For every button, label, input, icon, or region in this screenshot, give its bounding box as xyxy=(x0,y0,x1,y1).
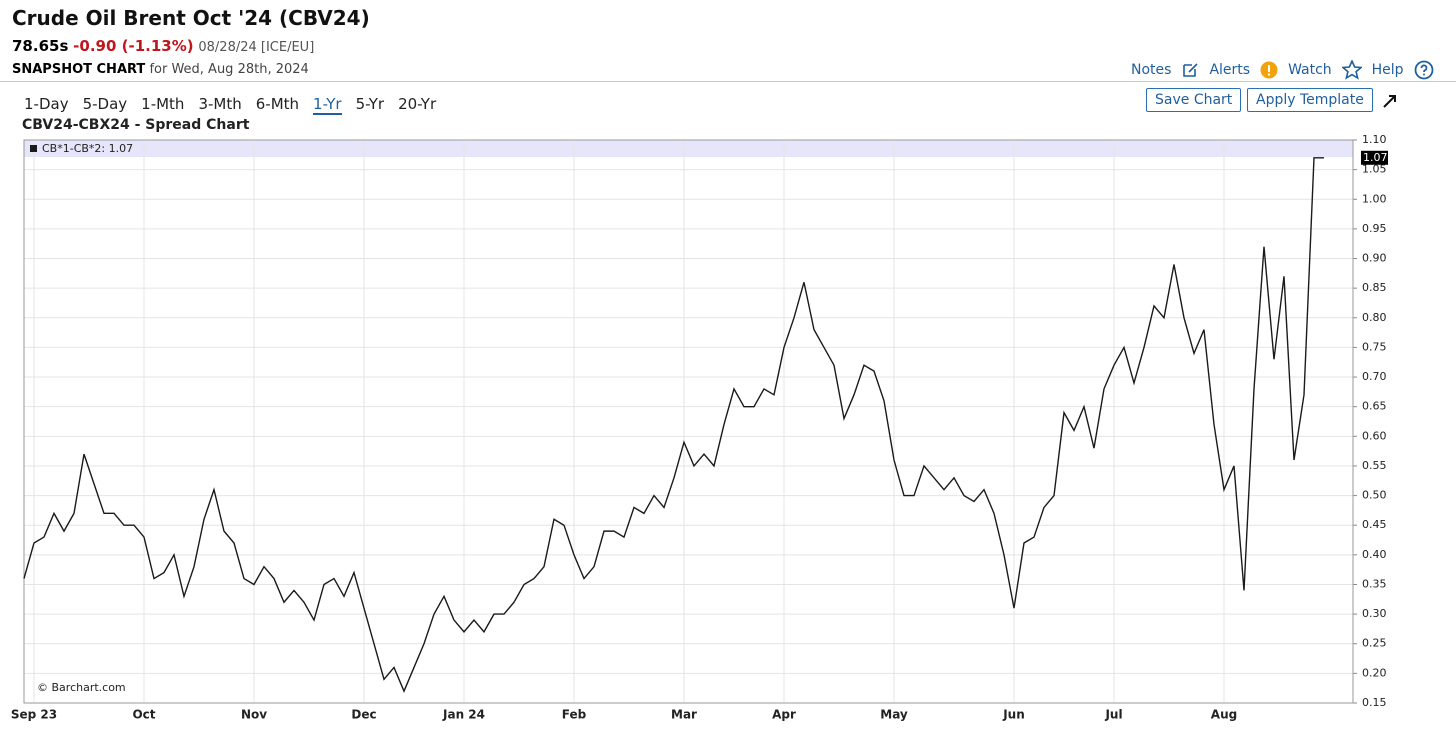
x-tick-label: Jul xyxy=(1104,708,1122,722)
chart-title: CBV24-CBX24 - Spread Chart xyxy=(22,117,250,133)
period-tab[interactable]: 20-Yr xyxy=(398,95,437,113)
alerts-icon xyxy=(1260,61,1278,79)
period-tab[interactable]: 1-Day xyxy=(24,95,69,113)
y-tick-label: 0.70 xyxy=(1362,370,1387,383)
y-tick-label: 0.15 xyxy=(1362,696,1387,709)
price: 78.65s xyxy=(12,37,69,55)
quote-line: 78.65s -0.90 (-1.13%) 08/28/24 [ICE/EU] xyxy=(12,37,314,55)
x-tick-label: Jun xyxy=(1002,708,1025,722)
legend-band xyxy=(24,140,1353,157)
x-tick-label: May xyxy=(880,708,908,722)
y-tick-label: 0.95 xyxy=(1362,222,1387,235)
title: Crude Oil Brent Oct '24 (CBV24) xyxy=(12,6,370,30)
series-line xyxy=(23,157,1324,693)
watch-link[interactable]: Watch xyxy=(1288,62,1332,78)
watch-icon xyxy=(1341,60,1362,80)
plot-frame xyxy=(23,139,1354,704)
last-value-label: 1.07 xyxy=(1363,151,1388,164)
snapshot-label: SNAPSHOT CHART xyxy=(12,62,146,77)
alerts-link[interactable]: Alerts xyxy=(1209,62,1251,78)
quote-info: 08/28/24 [ICE/EU] xyxy=(198,40,315,55)
period-tab[interactable]: 3-Mth xyxy=(198,95,242,113)
x-tick-label: Oct xyxy=(132,708,155,722)
y-tick-label: 0.40 xyxy=(1362,548,1387,561)
notes-link[interactable]: Notes xyxy=(1131,62,1172,78)
x-tick-label: Mar xyxy=(671,708,697,722)
apply-template-button[interactable]: Apply Template xyxy=(1247,88,1373,112)
divider xyxy=(0,81,1456,82)
y-tick-label: 0.80 xyxy=(1362,311,1387,324)
x-tick-label: Dec xyxy=(351,708,376,722)
y-tick-label: 0.60 xyxy=(1362,429,1387,442)
y-tick-label: 1.05 xyxy=(1362,163,1387,176)
legend-label: CB*1-CB*2: 1.07 xyxy=(42,142,133,155)
last-value-box xyxy=(1361,150,1388,165)
y-tick-label: 1.10 xyxy=(1362,133,1387,146)
y-tick-label: 0.75 xyxy=(1362,340,1387,353)
x-tick-label: Feb xyxy=(562,708,587,722)
period-tab[interactable]: 1-Yr xyxy=(313,95,342,115)
x-tick-label: Nov xyxy=(241,708,267,722)
y-tick-label: 0.65 xyxy=(1362,400,1387,413)
top-links: Notes Alerts Watch Help xyxy=(1131,60,1434,80)
period-tab[interactable]: 1-Mth xyxy=(141,95,185,113)
y-tick-label: 0.25 xyxy=(1362,637,1387,650)
y-tick-label: 0.90 xyxy=(1362,252,1387,265)
y-tick-label: 0.50 xyxy=(1362,489,1387,502)
snapshot-line: SNAPSHOT CHART for Wed, Aug 28th, 2024 xyxy=(12,62,309,77)
period-tab[interactable]: 6-Mth xyxy=(255,95,300,113)
x-tick-label: Apr xyxy=(772,708,796,722)
save-chart-button[interactable]: Save Chart xyxy=(1146,88,1242,112)
period-tab[interactable]: 5-Day xyxy=(82,95,128,113)
y-tick-label: 0.20 xyxy=(1362,666,1387,679)
period-tabs: 1-Day 5-Day 1-Mth 3-Mth 6-Mth 1-Yr 5-Yr 20-Yr xyxy=(24,94,450,115)
expand-icon[interactable] xyxy=(1382,93,1398,109)
y-tick-label: 0.55 xyxy=(1362,459,1387,472)
y-tick-label: 0.45 xyxy=(1362,518,1387,531)
y-tick-label: 0.35 xyxy=(1362,577,1387,590)
help-link[interactable]: Help xyxy=(1371,62,1404,78)
period-tab[interactable]: 5-Yr xyxy=(355,95,385,113)
legend-swatch xyxy=(30,145,37,152)
y-tick-label: 0.30 xyxy=(1362,607,1387,620)
x-tick-label: Aug xyxy=(1211,708,1237,722)
y-tick-label: 1.00 xyxy=(1362,192,1387,205)
change: -0.90 (-1.13%) xyxy=(73,37,194,55)
watermark: © Barchart.com xyxy=(37,681,126,694)
snapshot-date: for Wed, Aug 28th, 2024 xyxy=(149,62,309,77)
x-tick-label: Sep 23 xyxy=(11,708,57,722)
help-icon xyxy=(1414,60,1433,80)
x-tick-label: Jan 24 xyxy=(442,708,485,722)
y-tick-label: 0.85 xyxy=(1362,281,1387,294)
notes-icon xyxy=(1183,63,1199,77)
